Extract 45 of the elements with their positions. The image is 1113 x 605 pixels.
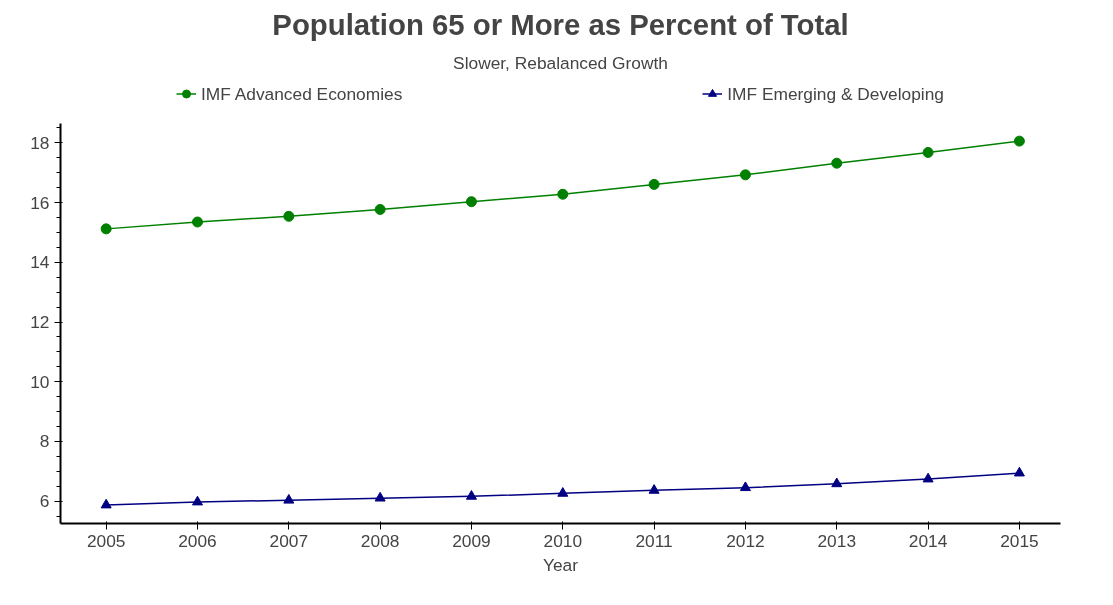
x-axis-title: Year bbox=[542, 554, 579, 575]
x-tick-label: 2007 bbox=[269, 530, 309, 551]
y-tick-label: 10 bbox=[30, 371, 50, 392]
x-tick-label: 2008 bbox=[360, 530, 400, 551]
point bbox=[922, 472, 934, 483]
point bbox=[100, 223, 112, 235]
x-tick-label: 2015 bbox=[1000, 530, 1039, 551]
y-tick-label: 8 bbox=[39, 431, 50, 452]
point bbox=[374, 491, 386, 502]
x-tick-label: 2005 bbox=[86, 530, 126, 551]
chart-title: Population 65 or More as Percent of Total bbox=[272, 7, 849, 41]
point bbox=[1013, 466, 1025, 477]
point bbox=[283, 493, 295, 504]
y-tick-label: 18 bbox=[30, 132, 50, 153]
legend-label: IMF Emerging & Developing bbox=[727, 83, 944, 104]
point bbox=[831, 477, 843, 488]
point bbox=[191, 216, 203, 228]
y-tick-label: 6 bbox=[39, 491, 50, 512]
y-tick-label: 16 bbox=[30, 192, 50, 213]
x-tick-label: 2011 bbox=[635, 530, 673, 551]
x-tick-label: 2010 bbox=[543, 530, 583, 551]
x-tick-label: 2013 bbox=[817, 530, 857, 551]
point bbox=[648, 484, 660, 494]
point bbox=[374, 203, 386, 215]
point bbox=[922, 146, 934, 158]
point bbox=[831, 157, 843, 169]
point bbox=[557, 487, 569, 497]
x-tick-label: 2012 bbox=[726, 530, 765, 551]
legend-label: IMF Advanced Economies bbox=[201, 83, 403, 104]
point bbox=[191, 495, 203, 506]
point bbox=[557, 188, 569, 200]
point bbox=[648, 178, 660, 190]
chart-subtitle: Slower, Rebalanced Growth bbox=[453, 52, 668, 73]
y-tick-label: 12 bbox=[30, 312, 50, 333]
x-tick-label: 2009 bbox=[452, 530, 491, 551]
y-tick-label: 14 bbox=[30, 252, 50, 273]
x-tick-label: 2014 bbox=[908, 530, 948, 551]
point bbox=[739, 481, 751, 492]
point bbox=[465, 490, 477, 500]
x-tick-label: 2006 bbox=[178, 530, 217, 551]
point bbox=[283, 210, 295, 222]
point bbox=[100, 498, 112, 509]
point bbox=[465, 196, 477, 208]
point bbox=[739, 169, 751, 181]
point bbox=[1013, 135, 1025, 147]
